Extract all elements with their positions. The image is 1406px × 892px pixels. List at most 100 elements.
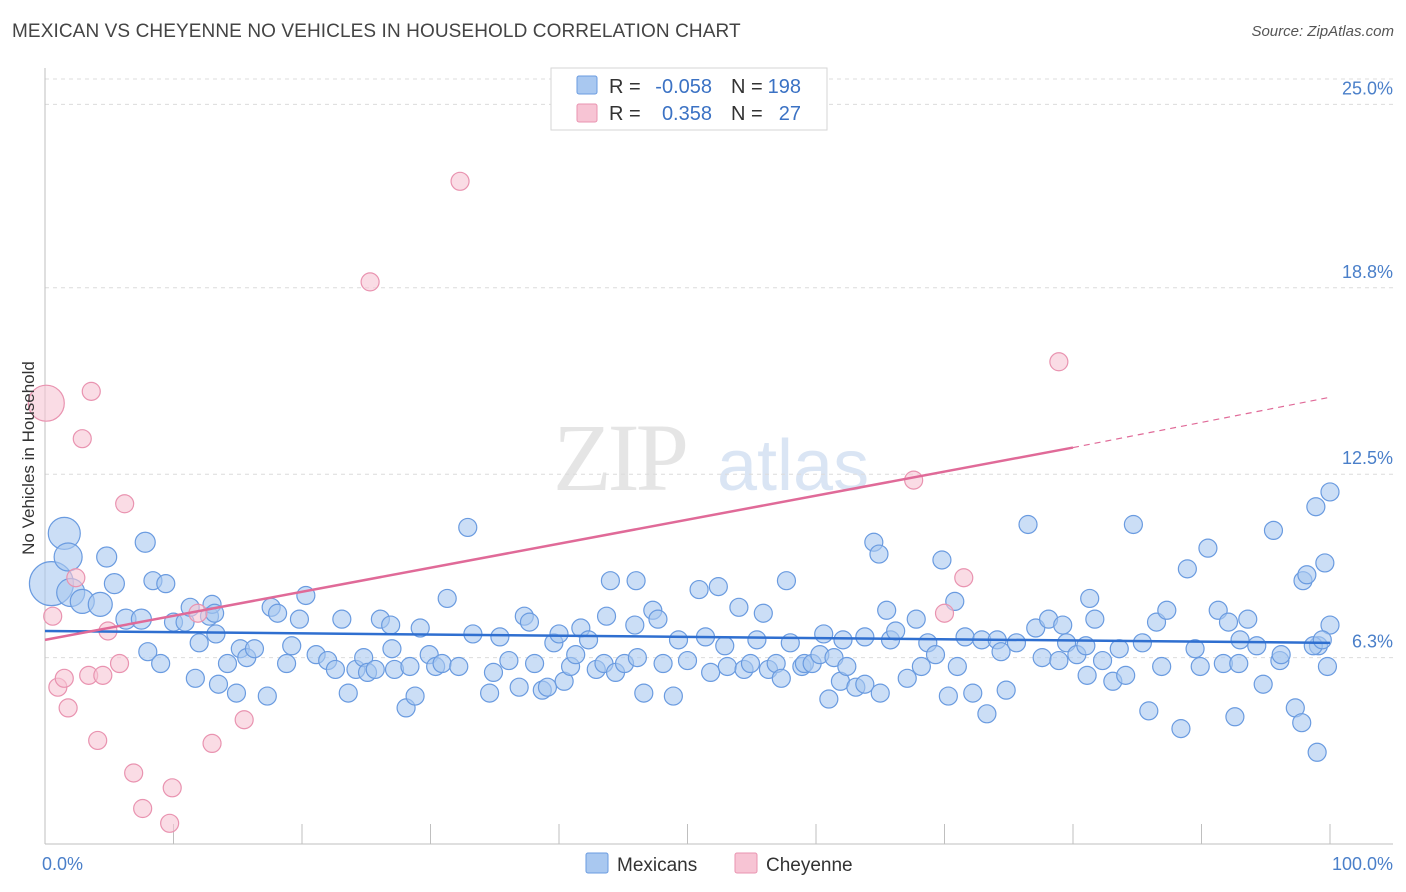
mexicans-point-146 — [1018, 514, 1038, 535]
mexicans-point-161 — [1116, 665, 1136, 685]
x-tick-label-max: 100.0% — [1332, 854, 1393, 874]
mexicans-point-139 — [963, 683, 983, 703]
mexicans-point-155 — [1077, 665, 1097, 685]
mexicans-point-70 — [537, 677, 558, 697]
mexicans-point-94 — [689, 579, 709, 600]
y-tick-label-2: 18.8% — [1342, 262, 1393, 282]
mexicans-point-98 — [715, 636, 735, 656]
cheyenne-point-23 — [904, 470, 924, 490]
mexicans-point-91 — [663, 686, 683, 706]
trend-lines — [44, 396, 1331, 645]
mexicans-point-102 — [740, 653, 761, 674]
mexicans-point-119 — [837, 656, 857, 677]
cheyenne-point-14 — [124, 763, 144, 783]
mexicans-point-72 — [549, 624, 569, 644]
mexicans-point-178 — [1230, 630, 1250, 650]
mexicans-point-85 — [626, 571, 646, 591]
cheyenne-points — [27, 171, 1069, 833]
bottom-legend-swatch-mexicans — [585, 852, 609, 874]
mexicans-point-141 — [977, 704, 997, 724]
mexicans-point-5 — [87, 591, 113, 617]
x-tick-label-min: 0.0% — [42, 854, 83, 874]
cheyenne-point-17 — [162, 778, 182, 798]
mexicans-point-157 — [1085, 609, 1105, 629]
mexicans-point-23 — [206, 624, 226, 644]
mexicans-point-192 — [1317, 656, 1338, 677]
mexicans-point-197 — [1312, 630, 1332, 650]
mexicans-point-118 — [833, 630, 853, 650]
y-axis-label: No Vehicles in Household — [19, 361, 38, 555]
mexicans-point-168 — [1171, 719, 1191, 739]
mexicans-point-134 — [932, 550, 952, 570]
mexicans-point-89 — [648, 609, 668, 629]
mexicans-point-186 — [1292, 713, 1312, 733]
watermark: ZIP atlas — [553, 404, 869, 511]
mexicans-points — [28, 482, 1340, 762]
mexicans-point-86 — [627, 648, 647, 668]
mexicans-point-133 — [925, 645, 946, 665]
mexicans-point-175 — [1218, 612, 1239, 632]
mexicans-point-61 — [480, 683, 500, 703]
mexicans-point-90 — [653, 653, 673, 674]
mexicans-point-26 — [226, 683, 247, 703]
mexicans-point-75 — [566, 645, 586, 665]
mexicans-point-138 — [955, 627, 975, 647]
mexicans-point-7 — [103, 573, 125, 595]
mexicans-point-34 — [282, 636, 302, 656]
mexicans-point-167 — [1157, 600, 1177, 620]
mexicans-point-62 — [483, 662, 504, 683]
mexicans-point-129 — [897, 668, 917, 688]
mexicans-point-33 — [276, 653, 297, 674]
cheyenne-point-13 — [115, 494, 135, 514]
mexicans-point-122 — [855, 627, 875, 647]
mexicans-point-51 — [400, 656, 420, 677]
cheyenne-point-16 — [160, 813, 180, 833]
mexicans-point-32 — [267, 603, 288, 623]
mexicans-point-77 — [578, 630, 599, 650]
mexicans-point-115 — [819, 689, 839, 709]
source-credit: Source: ZipAtlas.com — [1251, 23, 1394, 40]
cheyenne-point-1 — [43, 606, 63, 626]
bottom-legend-swatch-cheyenne — [734, 852, 758, 874]
cheyenne-point-25 — [954, 568, 974, 588]
mexicans-point-156 — [1080, 588, 1100, 609]
watermark-atlas: atlas — [717, 426, 869, 506]
cheyenne-point-22 — [450, 171, 470, 191]
mexicans-point-59 — [458, 517, 478, 538]
mexicans-point-131 — [911, 656, 931, 677]
mexicans-point-48 — [382, 639, 402, 659]
mexicans-point-9 — [130, 608, 152, 630]
mexicans-point-158 — [1092, 650, 1113, 671]
mexicans-point-121 — [855, 674, 875, 694]
mexicans-point-184 — [1271, 645, 1291, 665]
cheyenne-point-21 — [360, 272, 380, 292]
cheyenne-point-4 — [58, 698, 78, 718]
bottom-legend-label-cheyenne: Cheyenne — [766, 855, 853, 876]
legend-swatch-cheyenne — [576, 103, 598, 123]
mexicans-point-87 — [634, 683, 654, 703]
legend-r-value-cheyenne: 0.358 — [662, 103, 712, 125]
mexicans-point-181 — [1253, 674, 1273, 694]
mexicans-point-84 — [625, 615, 645, 635]
mexicans-point-194 — [1320, 615, 1340, 635]
mexicans-point-180 — [1247, 636, 1267, 656]
cheyenne-point-24 — [934, 603, 955, 623]
mexicans-point-53 — [410, 618, 430, 638]
mexicans-point-182 — [1263, 520, 1284, 541]
mexicans-point-100 — [729, 597, 749, 617]
cheyenne-point-0 — [27, 384, 65, 422]
cheyenne-point-8 — [81, 381, 101, 401]
legend-r-value-mexicans: -0.058 — [655, 76, 712, 98]
mexicans-point-19 — [189, 633, 209, 653]
mexicans-point-93 — [677, 650, 698, 671]
mexicans-point-18 — [185, 668, 205, 688]
mexicans-point-137 — [947, 656, 967, 677]
mexicans-trend-line — [44, 629, 1331, 645]
mexicans-point-195 — [1307, 742, 1327, 762]
mexicans-point-188 — [1297, 565, 1317, 585]
mexicans-point-170 — [1185, 639, 1205, 659]
mexicans-point-99 — [717, 656, 737, 677]
mexicans-point-176 — [1225, 707, 1245, 727]
mexicans-point-166 — [1152, 656, 1172, 677]
